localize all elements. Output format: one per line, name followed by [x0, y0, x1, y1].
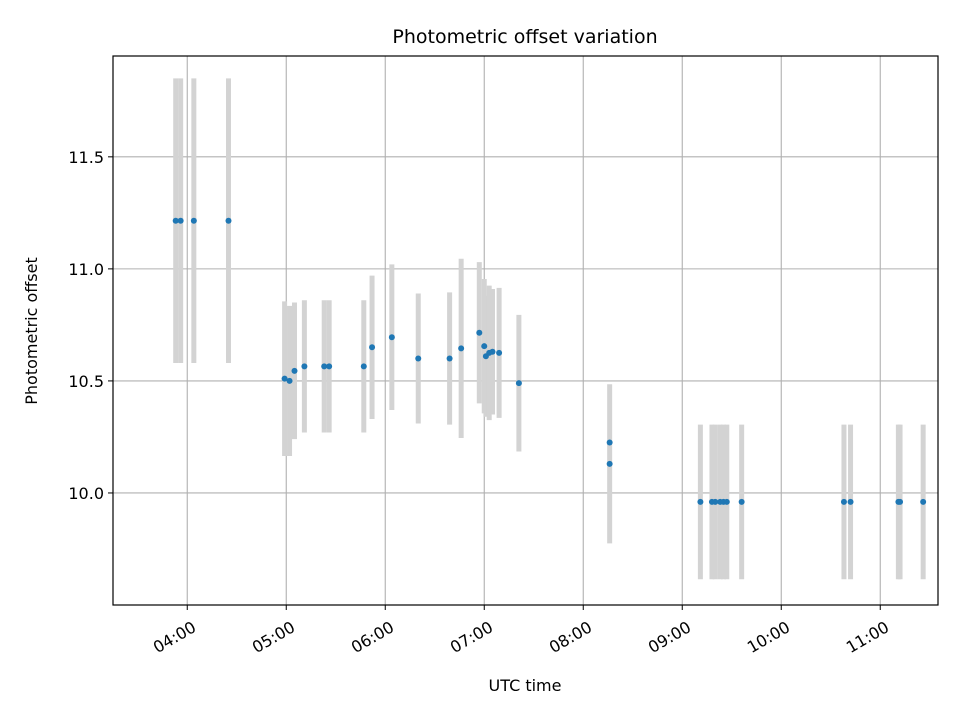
data-point	[606, 439, 613, 446]
data-point	[369, 344, 376, 351]
data-point	[920, 498, 927, 505]
data-point	[738, 498, 745, 505]
data-point	[446, 355, 453, 362]
plot-area	[113, 56, 938, 605]
data-point	[606, 460, 613, 467]
data-point	[723, 498, 730, 505]
data-point	[177, 217, 184, 224]
data-point	[897, 498, 904, 505]
y-tick-label: 11.5	[68, 148, 104, 167]
data-point	[712, 498, 719, 505]
chart-title: Photometric offset variation	[392, 26, 657, 48]
data-point	[496, 349, 503, 356]
data-point	[286, 377, 293, 384]
data-point	[388, 334, 395, 341]
data-point	[291, 367, 298, 374]
x-axis-label: UTC time	[489, 676, 562, 695]
data-point	[415, 355, 422, 362]
data-point	[190, 217, 197, 224]
data-points	[172, 217, 927, 505]
plot-frame	[112, 55, 939, 606]
data-point	[489, 348, 496, 355]
data-point	[281, 375, 288, 382]
data-point	[847, 498, 854, 505]
data-point	[360, 363, 367, 370]
y-tick-label: 10.5	[68, 372, 104, 391]
data-point	[301, 363, 308, 370]
data-point	[458, 345, 465, 352]
y-tick-label: 11.0	[68, 260, 104, 279]
data-point	[697, 498, 704, 505]
y-axis-ticks: 10.0 10.5 11.0 11.5	[68, 148, 113, 503]
data-point	[225, 217, 232, 224]
data-point	[515, 380, 522, 387]
y-tick-label: 10.0	[68, 484, 104, 503]
data-point	[172, 217, 179, 224]
data-point	[840, 498, 847, 505]
data-point	[481, 343, 488, 350]
data-point	[476, 329, 483, 336]
data-point	[326, 363, 333, 370]
y-axis-label: Photometric offset	[22, 257, 41, 405]
data-point	[321, 363, 328, 370]
